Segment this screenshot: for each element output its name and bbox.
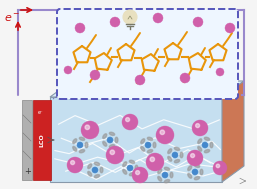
Ellipse shape (94, 162, 100, 165)
Ellipse shape (198, 146, 202, 151)
Ellipse shape (174, 147, 180, 150)
Ellipse shape (164, 167, 170, 170)
Polygon shape (50, 81, 244, 97)
Circle shape (67, 157, 83, 173)
Ellipse shape (158, 177, 162, 181)
Circle shape (75, 23, 85, 33)
Ellipse shape (141, 139, 145, 144)
Ellipse shape (109, 132, 115, 135)
Ellipse shape (168, 156, 172, 161)
Circle shape (81, 121, 99, 139)
Circle shape (187, 150, 203, 166)
Ellipse shape (123, 162, 127, 167)
Ellipse shape (85, 142, 88, 148)
Bar (22, 100, 32, 180)
Polygon shape (50, 97, 222, 182)
Circle shape (136, 171, 140, 175)
Circle shape (162, 172, 168, 178)
Ellipse shape (129, 160, 135, 163)
Circle shape (213, 161, 227, 175)
Circle shape (202, 142, 208, 148)
FancyBboxPatch shape (57, 9, 238, 99)
Circle shape (127, 165, 133, 171)
Ellipse shape (210, 142, 213, 148)
Ellipse shape (109, 145, 115, 148)
Circle shape (153, 13, 163, 23)
Circle shape (191, 154, 195, 158)
Ellipse shape (168, 149, 172, 153)
Ellipse shape (115, 137, 118, 143)
Circle shape (90, 70, 100, 80)
Ellipse shape (188, 166, 192, 170)
Ellipse shape (198, 139, 202, 144)
Circle shape (180, 73, 190, 83)
Circle shape (145, 142, 151, 148)
Circle shape (156, 126, 174, 144)
Ellipse shape (147, 150, 153, 153)
Ellipse shape (135, 165, 138, 171)
Circle shape (64, 66, 72, 74)
Ellipse shape (180, 152, 183, 158)
Circle shape (135, 75, 145, 85)
Circle shape (172, 152, 178, 158)
Circle shape (193, 17, 203, 27)
Ellipse shape (153, 142, 156, 148)
Ellipse shape (123, 170, 127, 174)
Circle shape (122, 114, 138, 130)
Ellipse shape (103, 141, 107, 146)
Circle shape (225, 23, 235, 33)
Circle shape (160, 130, 164, 135)
Ellipse shape (204, 137, 210, 140)
Circle shape (146, 153, 164, 171)
Text: $e^-$: $e^-$ (4, 13, 21, 24)
Ellipse shape (194, 164, 200, 167)
Ellipse shape (79, 150, 85, 153)
Text: +: + (25, 167, 31, 177)
Ellipse shape (73, 146, 77, 151)
Ellipse shape (174, 160, 180, 163)
Text: e⁻: e⁻ (38, 109, 44, 115)
Circle shape (71, 161, 75, 165)
Ellipse shape (170, 172, 173, 178)
Polygon shape (222, 81, 244, 182)
Circle shape (216, 164, 220, 168)
Circle shape (123, 10, 137, 24)
Circle shape (110, 17, 120, 27)
Ellipse shape (188, 174, 192, 178)
Circle shape (196, 124, 200, 128)
Ellipse shape (204, 150, 210, 153)
Circle shape (110, 150, 115, 155)
Ellipse shape (88, 164, 92, 169)
Ellipse shape (94, 175, 100, 178)
Bar (33, 100, 51, 180)
Circle shape (132, 167, 148, 183)
Ellipse shape (158, 169, 162, 174)
Circle shape (92, 167, 98, 173)
Ellipse shape (88, 171, 92, 176)
Circle shape (150, 157, 154, 162)
Ellipse shape (79, 137, 85, 140)
Ellipse shape (200, 169, 203, 175)
Circle shape (85, 125, 89, 129)
Ellipse shape (194, 177, 200, 180)
Ellipse shape (103, 134, 107, 139)
Circle shape (126, 118, 130, 122)
Circle shape (77, 142, 83, 148)
Ellipse shape (100, 167, 103, 173)
Ellipse shape (164, 180, 170, 183)
Circle shape (216, 68, 224, 76)
Ellipse shape (129, 173, 135, 176)
Circle shape (106, 146, 124, 164)
Ellipse shape (147, 137, 153, 140)
Ellipse shape (141, 146, 145, 151)
Circle shape (192, 169, 198, 175)
Circle shape (107, 137, 113, 143)
Ellipse shape (73, 139, 77, 144)
Circle shape (192, 120, 208, 136)
Text: LCO: LCO (40, 133, 44, 147)
